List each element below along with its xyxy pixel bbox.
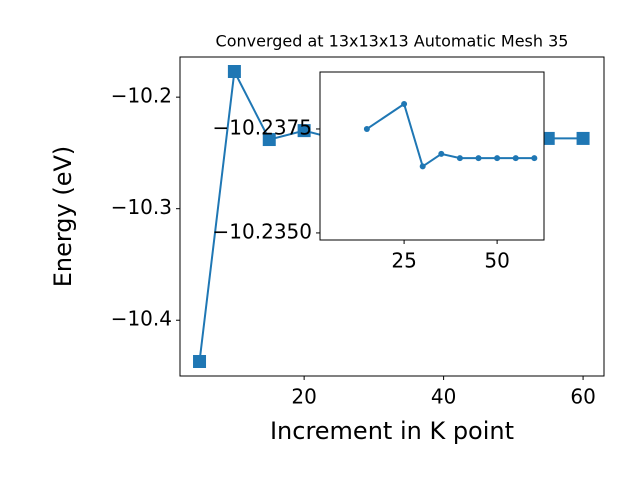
- marker: [512, 155, 519, 162]
- y-tick-label: −10.2350: [213, 219, 312, 243]
- marker: [456, 155, 463, 162]
- marker: [531, 155, 538, 162]
- axes-frame: [179, 56, 605, 377]
- marker: [419, 163, 426, 170]
- x-axis-label: Increment in K point: [270, 417, 514, 445]
- marker: [576, 131, 590, 145]
- y-tick-label: −10.3: [111, 195, 172, 219]
- y-tick-label: −10.2: [111, 84, 172, 108]
- marker: [297, 124, 311, 138]
- y-axis-label: Energy (eV): [49, 146, 77, 288]
- marker: [541, 131, 555, 145]
- y-tick-label: −10.2375: [213, 115, 312, 139]
- axes-frame: [319, 71, 545, 241]
- marker: [262, 133, 276, 147]
- x-tick-label: 60: [570, 385, 595, 409]
- x-tick-label: 25: [391, 249, 416, 273]
- axes-background: [320, 72, 544, 240]
- marker: [475, 155, 482, 162]
- marker: [401, 101, 408, 108]
- x-tick-label: 20: [291, 385, 316, 409]
- marker: [438, 150, 445, 157]
- y-tick-label: −10.4: [111, 307, 172, 331]
- x-tick-label: 50: [484, 249, 509, 273]
- x-tick-label: 40: [431, 385, 456, 409]
- chart-title: Converged at 13x13x13 Automatic Mesh 35: [216, 32, 569, 51]
- marker: [193, 355, 207, 368]
- marker: [494, 155, 501, 162]
- marker: [363, 125, 370, 132]
- marker: [227, 65, 241, 78]
